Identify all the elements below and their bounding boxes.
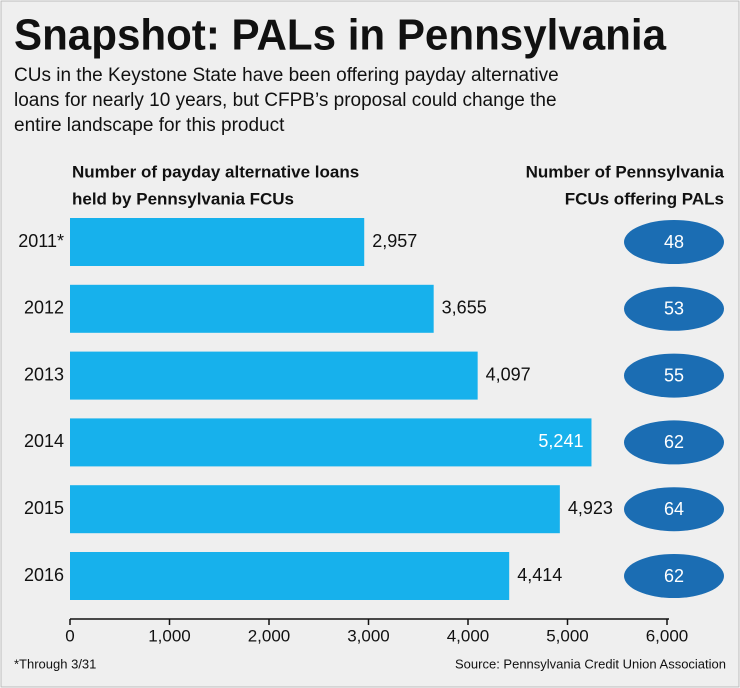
source: Source: Pennsylvania Credit Union Associ… [455,656,726,671]
bar [70,418,592,467]
x-tick-label: 2,000 [248,626,291,645]
value-label: 5,241 [538,431,583,451]
value-label: 2,957 [372,231,417,251]
bar [70,552,510,600]
bar [70,351,478,400]
bar [70,218,365,266]
x-tick-label: 3,000 [347,626,390,645]
bar [70,485,560,534]
chart-title: Snapshot: PALs in Pennsylvania [14,11,666,60]
value-label: 4,414 [517,565,562,585]
fcu-oval [624,353,724,398]
x-tick-label: 6,000 [646,626,689,645]
category-label: 2015 [24,498,64,518]
right-header: Number of Pennsylvania [526,162,725,181]
fcu-count: 64 [664,499,684,519]
category-label: 2013 [24,364,64,384]
fcu-count: 62 [664,566,684,586]
fcu-oval [624,220,724,264]
category-label: 2014 [24,431,64,451]
fcu-count: 62 [664,432,684,452]
left-header: held by Pennsylvania FCUs [72,189,294,208]
category-label: 2011* [18,231,64,251]
fcu-oval [624,487,724,532]
fcu-count: 53 [664,299,684,319]
fcu-count: 48 [664,232,684,252]
x-tick-label: 5,000 [546,626,589,645]
x-tick-label: 1,000 [148,626,191,645]
right-header: FCUs offering PALs [565,189,724,208]
subtitle: entire landscape for this product [14,115,285,136]
category-label: 2012 [24,298,64,318]
value-label: 4,097 [486,364,531,384]
left-header: Number of payday alternative loans [72,162,359,181]
x-tick-label: 4,000 [447,626,490,645]
x-tick-label: 0 [65,626,74,645]
category-label: 2016 [24,565,64,585]
fcu-oval [624,286,724,331]
subtitle: CUs in the Keystone State have been offe… [14,65,559,86]
subtitle: loans for nearly 10 years, but CFPB’s pr… [14,90,557,111]
footnote: *Through 3/31 [14,656,96,671]
fcu-oval [624,554,724,598]
fcu-count: 55 [664,365,684,385]
fcu-oval [624,420,724,465]
value-label: 4,923 [568,498,613,518]
bar [70,284,434,333]
value-label: 3,655 [442,298,487,318]
